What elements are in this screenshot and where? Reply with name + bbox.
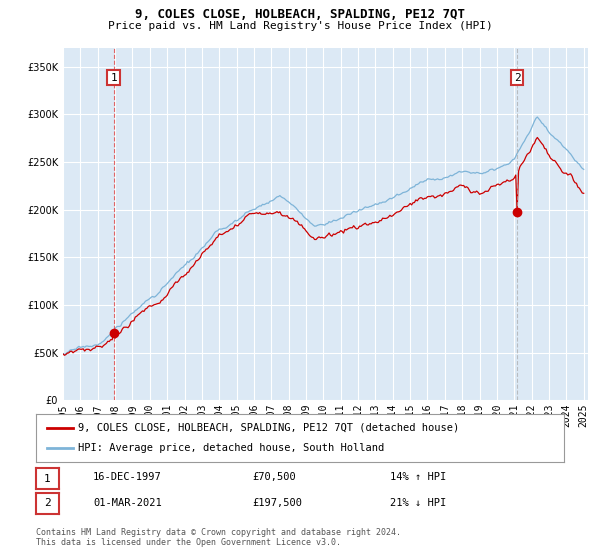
Text: HPI: Average price, detached house, South Holland: HPI: Average price, detached house, Sout…	[78, 443, 385, 452]
Text: 01-MAR-2021: 01-MAR-2021	[93, 498, 162, 508]
Text: £70,500: £70,500	[252, 472, 296, 482]
Text: 9, COLES CLOSE, HOLBEACH, SPALDING, PE12 7QT (detached house): 9, COLES CLOSE, HOLBEACH, SPALDING, PE12…	[78, 423, 460, 433]
Text: 2: 2	[44, 498, 51, 508]
Text: 21% ↓ HPI: 21% ↓ HPI	[390, 498, 446, 508]
Text: 1: 1	[44, 474, 51, 484]
Text: 1: 1	[110, 73, 117, 82]
Text: 14% ↑ HPI: 14% ↑ HPI	[390, 472, 446, 482]
Text: Price paid vs. HM Land Registry's House Price Index (HPI): Price paid vs. HM Land Registry's House …	[107, 21, 493, 31]
Text: 2: 2	[514, 73, 520, 82]
Text: Contains HM Land Registry data © Crown copyright and database right 2024.
This d: Contains HM Land Registry data © Crown c…	[36, 528, 401, 547]
Text: 16-DEC-1997: 16-DEC-1997	[93, 472, 162, 482]
Text: £197,500: £197,500	[252, 498, 302, 508]
Text: 9, COLES CLOSE, HOLBEACH, SPALDING, PE12 7QT: 9, COLES CLOSE, HOLBEACH, SPALDING, PE12…	[135, 8, 465, 21]
